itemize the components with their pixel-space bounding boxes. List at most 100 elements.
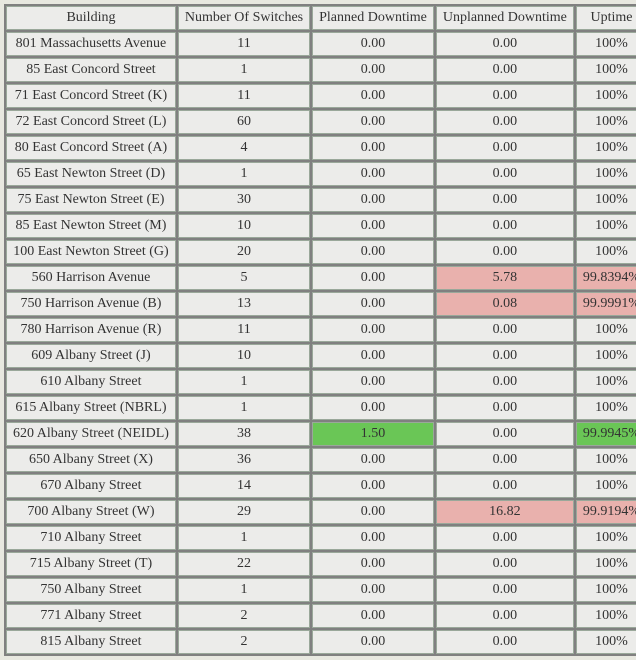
- cell-uptime: 99.9991%: [576, 292, 636, 316]
- table-row: 80 East Concord Street (A)40.000.00100%: [6, 136, 636, 160]
- table-body: 801 Massachusetts Avenue110.000.00100%85…: [6, 32, 636, 654]
- cell-planned: 0.00: [312, 474, 434, 498]
- cell-unplanned: 0.00: [436, 188, 574, 212]
- cell-switches: 1: [178, 396, 310, 420]
- cell-building: 75 East Newton Street (E): [6, 188, 176, 212]
- cell-unplanned: 0.00: [436, 58, 574, 82]
- cell-unplanned: 0.00: [436, 630, 574, 654]
- cell-building: 100 East Newton Street (G): [6, 240, 176, 264]
- cell-planned: 0.00: [312, 396, 434, 420]
- cell-planned: 0.00: [312, 214, 434, 238]
- cell-planned: 0.00: [312, 578, 434, 602]
- cell-uptime: 100%: [576, 214, 636, 238]
- table-row: 620 Albany Street (NEIDL)381.500.0099.99…: [6, 422, 636, 446]
- cell-planned: 0.00: [312, 266, 434, 290]
- table-header-row: Building Number Of Switches Planned Down…: [6, 6, 636, 30]
- table-row: 560 Harrison Avenue50.005.7899.8394%: [6, 266, 636, 290]
- cell-building: 750 Harrison Avenue (B): [6, 292, 176, 316]
- cell-uptime: 100%: [576, 396, 636, 420]
- cell-unplanned: 0.00: [436, 552, 574, 576]
- cell-uptime: 100%: [576, 578, 636, 602]
- uptime-table: Building Number Of Switches Planned Down…: [4, 4, 636, 656]
- table-row: 815 Albany Street20.000.00100%: [6, 630, 636, 654]
- cell-switches: 1: [178, 526, 310, 550]
- cell-switches: 2: [178, 604, 310, 628]
- cell-uptime: 100%: [576, 344, 636, 368]
- cell-uptime: 100%: [576, 552, 636, 576]
- table-row: 650 Albany Street (X)360.000.00100%: [6, 448, 636, 472]
- col-header-uptime: Uptime: [576, 6, 636, 30]
- cell-unplanned: 0.00: [436, 162, 574, 186]
- cell-switches: 60: [178, 110, 310, 134]
- cell-uptime: 100%: [576, 84, 636, 108]
- cell-building: 815 Albany Street: [6, 630, 176, 654]
- cell-building: 780 Harrison Avenue (R): [6, 318, 176, 342]
- cell-building: 715 Albany Street (T): [6, 552, 176, 576]
- cell-switches: 13: [178, 292, 310, 316]
- cell-unplanned: 0.00: [436, 32, 574, 56]
- cell-uptime: 100%: [576, 136, 636, 160]
- cell-switches: 38: [178, 422, 310, 446]
- cell-switches: 4: [178, 136, 310, 160]
- cell-building: 65 East Newton Street (D): [6, 162, 176, 186]
- cell-building: 670 Albany Street: [6, 474, 176, 498]
- cell-uptime: 100%: [576, 630, 636, 654]
- cell-planned: 0.00: [312, 552, 434, 576]
- table-row: 609 Albany Street (J)100.000.00100%: [6, 344, 636, 368]
- col-header-unplanned: Unplanned Downtime: [436, 6, 574, 30]
- table-row: 750 Harrison Avenue (B)130.000.0899.9991…: [6, 292, 636, 316]
- table-row: 780 Harrison Avenue (R)110.000.00100%: [6, 318, 636, 342]
- cell-planned: 0.00: [312, 526, 434, 550]
- cell-uptime: 100%: [576, 604, 636, 628]
- cell-uptime: 99.8394%: [576, 266, 636, 290]
- table-row: 85 East Concord Street10.000.00100%: [6, 58, 636, 82]
- cell-unplanned: 0.00: [436, 604, 574, 628]
- cell-switches: 20: [178, 240, 310, 264]
- cell-planned: 1.50: [312, 422, 434, 446]
- cell-uptime: 100%: [576, 188, 636, 212]
- cell-planned: 0.00: [312, 292, 434, 316]
- cell-switches: 1: [178, 578, 310, 602]
- cell-uptime: 100%: [576, 162, 636, 186]
- cell-building: 620 Albany Street (NEIDL): [6, 422, 176, 446]
- table-row: 771 Albany Street20.000.00100%: [6, 604, 636, 628]
- cell-switches: 36: [178, 448, 310, 472]
- cell-unplanned: 0.00: [436, 396, 574, 420]
- cell-planned: 0.00: [312, 318, 434, 342]
- cell-building: 650 Albany Street (X): [6, 448, 176, 472]
- cell-uptime: 99.9945%: [576, 422, 636, 446]
- cell-planned: 0.00: [312, 32, 434, 56]
- table-row: 700 Albany Street (W)290.0016.8299.9194%: [6, 500, 636, 524]
- cell-uptime: 100%: [576, 240, 636, 264]
- cell-unplanned: 0.00: [436, 84, 574, 108]
- cell-planned: 0.00: [312, 110, 434, 134]
- cell-building: 72 East Concord Street (L): [6, 110, 176, 134]
- cell-switches: 10: [178, 344, 310, 368]
- cell-planned: 0.00: [312, 344, 434, 368]
- cell-planned: 0.00: [312, 136, 434, 160]
- table-row: 85 East Newton Street (M)100.000.00100%: [6, 214, 636, 238]
- table-row: 65 East Newton Street (D)10.000.00100%: [6, 162, 636, 186]
- cell-building: 710 Albany Street: [6, 526, 176, 550]
- cell-unplanned: 0.00: [436, 110, 574, 134]
- cell-building: 750 Albany Street: [6, 578, 176, 602]
- cell-switches: 11: [178, 32, 310, 56]
- cell-building: 700 Albany Street (W): [6, 500, 176, 524]
- table-row: 72 East Concord Street (L)600.000.00100%: [6, 110, 636, 134]
- cell-building: 801 Massachusetts Avenue: [6, 32, 176, 56]
- table-row: 750 Albany Street10.000.00100%: [6, 578, 636, 602]
- table-row: 100 East Newton Street (G)200.000.00100%: [6, 240, 636, 264]
- cell-switches: 1: [178, 58, 310, 82]
- cell-unplanned: 0.00: [436, 214, 574, 238]
- cell-switches: 10: [178, 214, 310, 238]
- cell-building: 560 Harrison Avenue: [6, 266, 176, 290]
- cell-unplanned: 5.78: [436, 266, 574, 290]
- cell-planned: 0.00: [312, 240, 434, 264]
- cell-uptime: 100%: [576, 32, 636, 56]
- cell-building: 615 Albany Street (NBRL): [6, 396, 176, 420]
- table-row: 610 Albany Street10.000.00100%: [6, 370, 636, 394]
- col-header-switches: Number Of Switches: [178, 6, 310, 30]
- cell-planned: 0.00: [312, 448, 434, 472]
- cell-switches: 30: [178, 188, 310, 212]
- cell-unplanned: 0.00: [436, 370, 574, 394]
